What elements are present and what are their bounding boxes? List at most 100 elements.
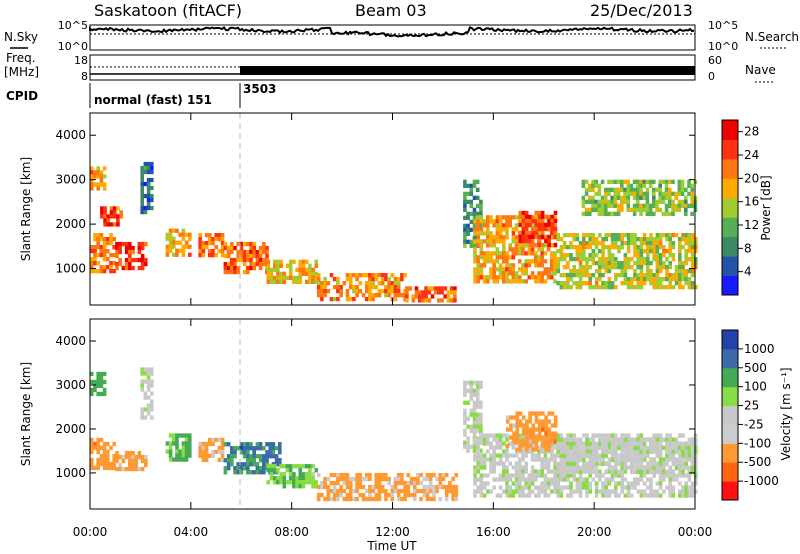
vel-cell	[562, 469, 567, 475]
power-cell	[594, 241, 599, 246]
vel-cell	[374, 472, 379, 478]
vel-cell	[233, 466, 237, 471]
vel-cell	[534, 485, 538, 490]
vel-cell	[569, 433, 573, 438]
power-cell	[604, 187, 608, 192]
vel-cell	[96, 457, 100, 463]
vel-cell	[540, 449, 544, 454]
power-cell	[665, 273, 669, 278]
power-cell	[610, 199, 614, 204]
vel-cell	[671, 461, 676, 467]
power-cell	[588, 237, 592, 242]
power-cell	[543, 271, 548, 276]
vel-cell	[172, 457, 176, 462]
vel-cell	[550, 439, 555, 444]
power-cell	[534, 210, 539, 216]
power-cell	[479, 263, 484, 268]
power-cell	[140, 205, 144, 211]
vel-cell	[226, 466, 231, 471]
vel-cell	[591, 461, 596, 467]
vel-cell	[364, 488, 369, 494]
vel-cell	[118, 466, 122, 472]
vel-cell	[106, 441, 110, 447]
vel-cell	[515, 427, 520, 432]
vel-cell	[339, 476, 343, 482]
power-cell	[124, 257, 129, 263]
vel-cell	[559, 441, 564, 447]
power-cell	[102, 182, 107, 187]
vel-cell	[540, 465, 544, 470]
power-cell	[620, 261, 624, 266]
vel-cell	[384, 472, 388, 478]
vel-cell	[690, 469, 695, 475]
vel-cell	[694, 477, 698, 482]
power-cell	[393, 297, 398, 302]
vel-cell	[556, 485, 560, 490]
power-cell	[556, 237, 560, 242]
power-cell	[582, 237, 586, 242]
vel-cell	[384, 496, 388, 502]
power-cell	[498, 255, 503, 260]
vel-cell	[681, 461, 685, 467]
vel-cell	[454, 488, 459, 494]
power-cell	[220, 245, 225, 250]
velocity-colorbar-swatch	[722, 386, 738, 407]
power-cell	[380, 273, 385, 278]
power-cell	[600, 179, 605, 184]
power-cell	[620, 179, 624, 184]
power-cell	[671, 277, 676, 282]
velocity-colorbar-swatch	[722, 443, 738, 463]
vel-cell	[537, 457, 541, 462]
vel-cell	[262, 466, 266, 471]
vel-cell	[282, 480, 287, 485]
vel-cell	[541, 443, 545, 448]
power-cell	[99, 265, 104, 270]
power-cell	[390, 281, 395, 286]
power-cell	[473, 271, 477, 276]
power-cell	[610, 245, 615, 250]
power-cell	[511, 275, 516, 280]
vel-cell	[527, 473, 532, 478]
vel-cell	[527, 477, 532, 482]
power-cell	[585, 265, 589, 270]
power-cell	[652, 277, 656, 282]
vel-cell	[588, 489, 592, 494]
vel-cell	[472, 392, 477, 397]
vel-cell	[479, 473, 484, 478]
power-colorbar-swatch	[722, 158, 738, 179]
velocity-frame	[89, 318, 696, 510]
vel-cell	[355, 480, 359, 486]
vel-cell	[550, 447, 555, 452]
power-cell	[575, 273, 580, 278]
vel-cell	[435, 476, 439, 482]
power-cell	[258, 257, 263, 263]
vel-cell	[181, 457, 186, 462]
power-cell	[598, 273, 602, 278]
vel-cell	[352, 488, 356, 494]
vel-cell	[463, 444, 467, 449]
vel-cell	[469, 444, 474, 449]
vel-cell	[90, 437, 94, 443]
power-cell	[96, 186, 100, 191]
vel-cell	[246, 462, 250, 467]
power-cell	[342, 281, 347, 286]
power-cell	[131, 257, 135, 263]
power-cell	[687, 241, 692, 246]
vel-cell	[687, 477, 692, 482]
vel-cell	[482, 465, 487, 470]
power-cell	[655, 187, 659, 192]
vel-cell	[572, 453, 576, 459]
power-cell	[632, 203, 637, 208]
power-cell	[220, 253, 225, 258]
station-title: Saskatoon (fitACF)	[94, 1, 242, 20]
vel-cell	[537, 489, 541, 494]
vel-cell	[511, 465, 516, 470]
vel-cell	[112, 465, 116, 471]
power-cell	[446, 298, 451, 303]
vel-cell	[262, 446, 266, 451]
power-cell	[498, 251, 503, 256]
power-cell	[674, 233, 679, 238]
power-cell	[443, 294, 448, 299]
power-cell	[380, 289, 385, 294]
vel-cell	[239, 462, 244, 467]
